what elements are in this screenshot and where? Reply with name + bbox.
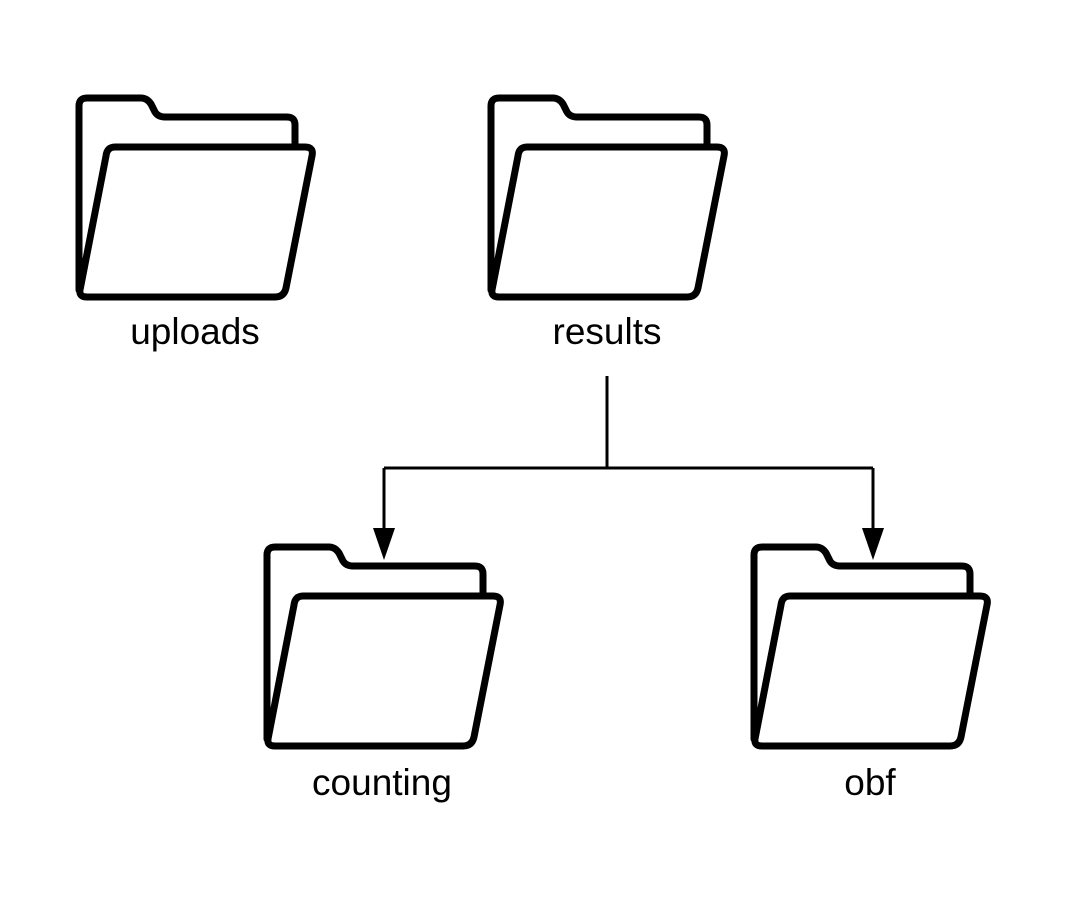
folder-obf[interactable]: obf [754, 547, 987, 803]
arrowhead-obf-icon [862, 528, 884, 560]
folder-icon [79, 98, 312, 297]
folder-uploads[interactable]: uploads [79, 98, 312, 352]
arrowhead-counting-icon [373, 528, 395, 560]
folder-results[interactable]: results [491, 98, 724, 352]
folder-icon [267, 547, 500, 746]
tree-connector [373, 376, 884, 560]
folder-label-counting: counting [312, 762, 452, 803]
folder-label-uploads: uploads [130, 311, 260, 352]
folder-label-results: results [553, 311, 662, 352]
folder-icon [754, 547, 987, 746]
folder-label-obf: obf [844, 762, 896, 803]
folder-counting[interactable]: counting [267, 547, 500, 803]
folder-icon [491, 98, 724, 297]
